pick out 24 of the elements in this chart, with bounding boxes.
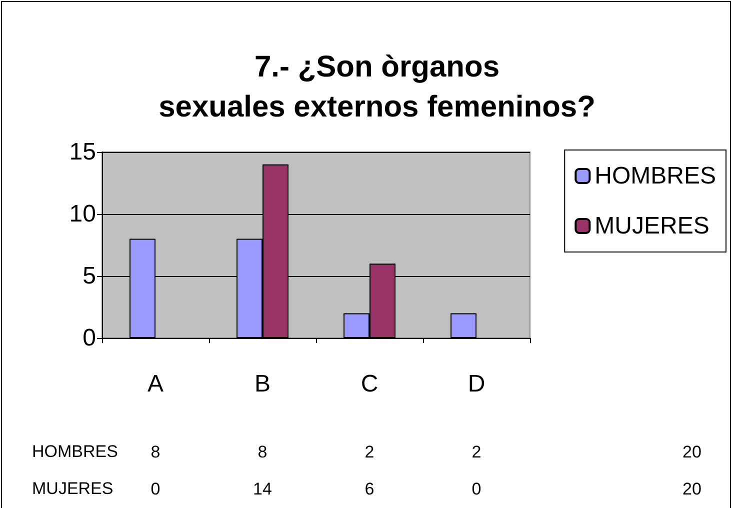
- data-label: 0: [150, 480, 160, 498]
- data-label: 2: [472, 442, 482, 462]
- text: 20: [682, 442, 702, 462]
- text: MUJERES: [32, 479, 114, 498]
- data-label: 8: [258, 442, 268, 462]
- data-label: 0: [472, 480, 482, 498]
- data-label: 6: [364, 480, 374, 498]
- chart-title: 7.- ¿Son òrganos sexuales externos femeninos?: [158, 50, 596, 124]
- data-label: 2: [364, 442, 374, 462]
- data-label: 8: [150, 442, 160, 462]
- y-tick-label: 10: [69, 200, 96, 228]
- legend-label: MUJERES: [594, 212, 710, 240]
- x-tick-label: D: [468, 370, 486, 398]
- x-tick-label: A: [147, 370, 164, 398]
- data-label: 14: [253, 480, 272, 498]
- y-tick-label: 5: [82, 262, 96, 290]
- y-tick-label: 15: [69, 138, 96, 166]
- y-tick-label: 0: [82, 324, 96, 352]
- text: 20: [682, 480, 702, 498]
- bar: [450, 313, 476, 338]
- legend-label: HOMBRES: [594, 162, 716, 190]
- x-tick-label: C: [360, 370, 378, 398]
- text: HOMBRES: [32, 442, 118, 461]
- x-tick-label: B: [254, 370, 271, 398]
